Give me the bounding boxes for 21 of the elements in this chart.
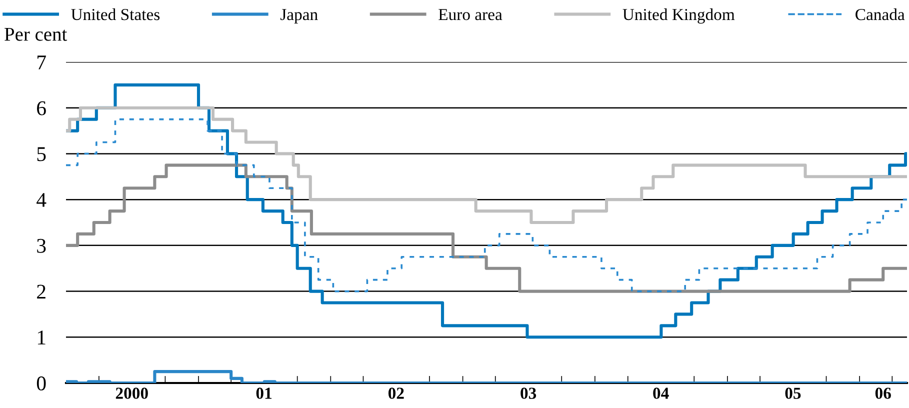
x-tick-label: 01 <box>256 388 272 399</box>
x-tick-label: 03 <box>520 388 536 399</box>
legend-label: United Kingdom <box>622 8 735 24</box>
y-tick-label: 2 <box>37 284 46 299</box>
y-tick-label: 1 <box>38 330 46 344</box>
y-tick-label: 4 <box>36 193 46 207</box>
legend-label: United States <box>71 8 160 20</box>
y-tick-label: 3 <box>37 238 46 253</box>
legend-label: Japan <box>280 9 318 24</box>
x-tick-label: 2000 <box>116 388 148 399</box>
legend-label: Canada <box>856 8 905 20</box>
y-tick-label: 7 <box>38 56 46 70</box>
y-tick-label: 5 <box>37 147 46 162</box>
legend-label: Euro area <box>438 9 502 20</box>
x-tick-label: 06 <box>875 388 891 399</box>
y-tick-label: 6 <box>37 101 46 116</box>
y-tick-label: 0 <box>36 376 46 390</box>
x-tick-label: 02 <box>388 388 404 399</box>
y-axis-title: Per cent <box>4 28 68 41</box>
x-tick-label: 05 <box>785 388 801 399</box>
x-tick-label: 04 <box>653 388 669 399</box>
